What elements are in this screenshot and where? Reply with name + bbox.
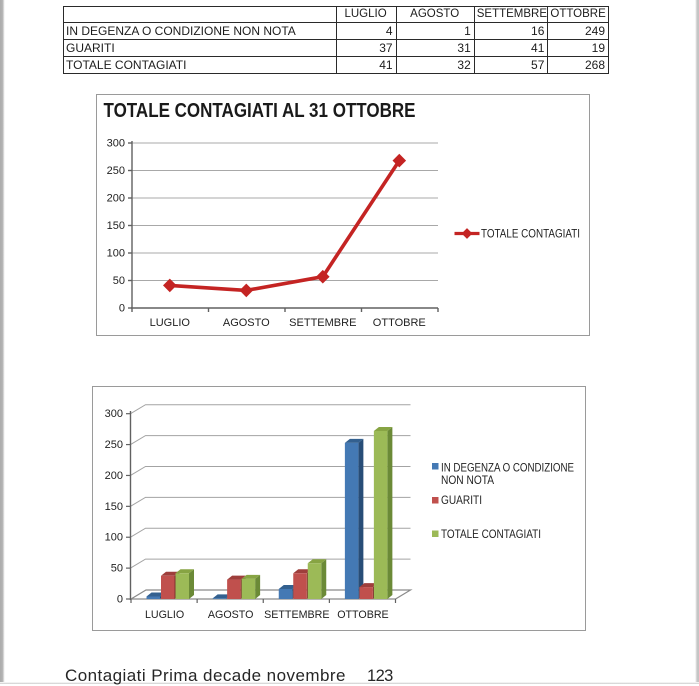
svg-text:0: 0 — [117, 594, 123, 606]
svg-text:0: 0 — [119, 303, 125, 315]
svg-text:200: 200 — [107, 193, 125, 205]
svg-text:100: 100 — [105, 532, 123, 544]
svg-text:SETTEMBRE: SETTEMBRE — [264, 609, 329, 621]
svg-text:TOTALE CONTAGIATI AL 31 OTTOBR: TOTALE CONTAGIATI AL 31 OTTOBRE — [104, 100, 416, 122]
svg-text:LUGLIO: LUGLIO — [145, 609, 184, 621]
svg-text:200: 200 — [105, 470, 123, 482]
svg-text:150: 150 — [105, 501, 123, 513]
svg-text:300: 300 — [105, 408, 123, 420]
svg-text:GUARITI: GUARITI — [441, 495, 482, 507]
svg-text:SETTEMBRE: SETTEMBRE — [289, 317, 356, 329]
svg-text:300: 300 — [107, 138, 125, 150]
svg-text:50: 50 — [113, 275, 125, 287]
svg-text:AGOSTO: AGOSTO — [223, 317, 270, 329]
svg-text:OTTOBRE: OTTOBRE — [373, 317, 426, 329]
svg-text:250: 250 — [107, 165, 125, 177]
svg-text:50: 50 — [111, 563, 123, 575]
svg-text:LUGLIO: LUGLIO — [150, 317, 191, 329]
svg-text:TOTALE CONTAGIATI: TOTALE CONTAGIATI — [481, 229, 580, 241]
svg-text:150: 150 — [107, 220, 125, 232]
svg-text:OTTOBRE: OTTOBRE — [337, 609, 388, 621]
svg-text:IN DEGENZA O CONDIZIONE: IN DEGENZA O CONDIZIONE — [441, 463, 574, 475]
svg-text:AGOSTO: AGOSTO — [208, 609, 254, 621]
svg-text:250: 250 — [105, 439, 123, 451]
svg-text:TOTALE CONTAGIATI: TOTALE CONTAGIATI — [441, 529, 541, 541]
svg-text:100: 100 — [107, 248, 125, 260]
svg-text:NON NOTA: NON NOTA — [441, 475, 494, 487]
